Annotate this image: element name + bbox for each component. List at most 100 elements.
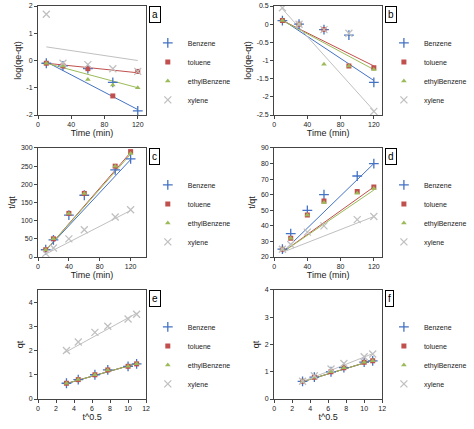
svg-text:t^0.5: t^0.5: [82, 412, 101, 422]
svg-text:ethylBenzene: ethylBenzene: [424, 362, 467, 370]
svg-text:12: 12: [378, 405, 386, 412]
svg-text:-2: -2: [26, 111, 32, 118]
svg-text:20: 20: [261, 253, 269, 260]
svg-text:toluene: toluene: [424, 201, 447, 208]
svg-text:4: 4: [29, 299, 33, 306]
svg-text:toluene: toluene: [188, 59, 211, 66]
svg-text:200: 200: [21, 181, 33, 188]
svg-text:toluene: toluene: [188, 343, 211, 350]
svg-text:0: 0: [265, 21, 269, 28]
svg-text:8: 8: [344, 405, 348, 412]
svg-text:d: d: [388, 151, 394, 162]
svg-text:e: e: [152, 293, 158, 304]
svg-text:Time (min): Time (min): [307, 128, 350, 138]
svg-text:0: 0: [36, 121, 40, 128]
svg-text:40: 40: [303, 263, 311, 270]
svg-text:60: 60: [261, 191, 269, 198]
svg-text:150: 150: [21, 199, 33, 206]
svg-text:2: 2: [290, 405, 294, 412]
svg-text:30: 30: [261, 238, 269, 245]
svg-text:80: 80: [101, 121, 109, 128]
svg-text:10: 10: [124, 405, 132, 412]
svg-text:b: b: [388, 9, 394, 20]
svg-text:250: 250: [21, 163, 33, 170]
svg-text:-1: -1: [262, 57, 268, 64]
svg-text:70: 70: [261, 176, 269, 183]
svg-text:-1.5: -1.5: [257, 75, 269, 82]
svg-text:120: 120: [368, 263, 380, 270]
svg-text:0: 0: [272, 121, 276, 128]
svg-text:-1: -1: [26, 84, 32, 91]
svg-text:2: 2: [265, 341, 269, 348]
svg-text:2: 2: [29, 2, 33, 9]
svg-text:80: 80: [261, 160, 269, 167]
svg-text:ethylBenzene: ethylBenzene: [424, 78, 467, 86]
svg-text:0: 0: [29, 395, 33, 402]
svg-text:Time (min): Time (min): [71, 128, 114, 138]
svg-text:t/qt: t/qt: [247, 196, 257, 209]
svg-text:4: 4: [265, 286, 269, 293]
svg-text:0.5: 0.5: [259, 2, 269, 9]
svg-text:ethylBenzene: ethylBenzene: [424, 220, 467, 228]
svg-text:80: 80: [337, 263, 345, 270]
svg-text:0: 0: [272, 263, 276, 270]
svg-text:40: 40: [303, 121, 311, 128]
svg-text:Benzene: Benzene: [188, 324, 216, 331]
svg-text:0: 0: [36, 263, 40, 270]
svg-text:toluene: toluene: [188, 201, 211, 208]
svg-text:log(qe-qt): log(qe-qt): [243, 41, 253, 80]
svg-text:2: 2: [54, 405, 58, 412]
svg-text:-2.5: -2.5: [257, 111, 269, 118]
svg-text:Benzene: Benzene: [424, 40, 452, 47]
svg-text:12: 12: [142, 405, 150, 412]
svg-text:50: 50: [261, 207, 269, 214]
svg-text:80: 80: [96, 263, 104, 270]
svg-text:120: 120: [125, 263, 137, 270]
svg-text:50: 50: [25, 235, 33, 242]
svg-text:4: 4: [308, 405, 312, 412]
svg-text:-0.5: -0.5: [257, 39, 269, 46]
svg-text:300: 300: [21, 144, 33, 151]
svg-text:1: 1: [29, 371, 33, 378]
svg-text:ethylBenzene: ethylBenzene: [188, 220, 231, 228]
svg-text:t^0.5: t^0.5: [319, 412, 338, 422]
svg-text:0: 0: [265, 395, 269, 402]
svg-text:qt: qt: [251, 340, 261, 348]
svg-text:0: 0: [29, 253, 33, 260]
svg-text:xylene: xylene: [424, 97, 444, 105]
svg-text:c: c: [152, 151, 157, 162]
svg-text:6: 6: [326, 405, 330, 412]
svg-text:2: 2: [29, 347, 33, 354]
svg-text:-2: -2: [262, 93, 268, 100]
svg-text:Time (min): Time (min): [307, 270, 350, 280]
svg-text:Time (min): Time (min): [71, 270, 114, 280]
svg-text:120: 120: [132, 121, 144, 128]
svg-text:8: 8: [108, 405, 112, 412]
svg-text:40: 40: [261, 222, 269, 229]
svg-text:log(qe-qt): log(qe-qt): [13, 41, 23, 80]
svg-text:xylene: xylene: [188, 97, 208, 105]
svg-text:6: 6: [90, 405, 94, 412]
svg-text:Benzene: Benzene: [188, 182, 216, 189]
svg-text:Benzene: Benzene: [424, 324, 452, 331]
svg-text:f: f: [388, 293, 391, 304]
svg-text:120: 120: [368, 121, 380, 128]
svg-text:100: 100: [21, 217, 33, 224]
svg-text:80: 80: [337, 121, 345, 128]
svg-text:toluene: toluene: [424, 59, 447, 66]
svg-text:xylene: xylene: [188, 239, 208, 247]
svg-text:3: 3: [29, 323, 33, 330]
svg-text:ethylBenzene: ethylBenzene: [188, 362, 231, 370]
svg-text:0: 0: [29, 57, 33, 64]
svg-text:1: 1: [29, 30, 33, 37]
svg-text:qt: qt: [15, 340, 25, 348]
svg-text:40: 40: [67, 121, 75, 128]
svg-text:xylene: xylene: [188, 381, 208, 389]
svg-text:xylene: xylene: [424, 239, 444, 247]
svg-text:4: 4: [72, 405, 76, 412]
svg-text:90: 90: [261, 144, 269, 151]
svg-text:10: 10: [360, 405, 368, 412]
svg-text:a: a: [152, 9, 158, 20]
svg-text:Benzene: Benzene: [424, 182, 452, 189]
svg-text:1: 1: [265, 368, 269, 375]
